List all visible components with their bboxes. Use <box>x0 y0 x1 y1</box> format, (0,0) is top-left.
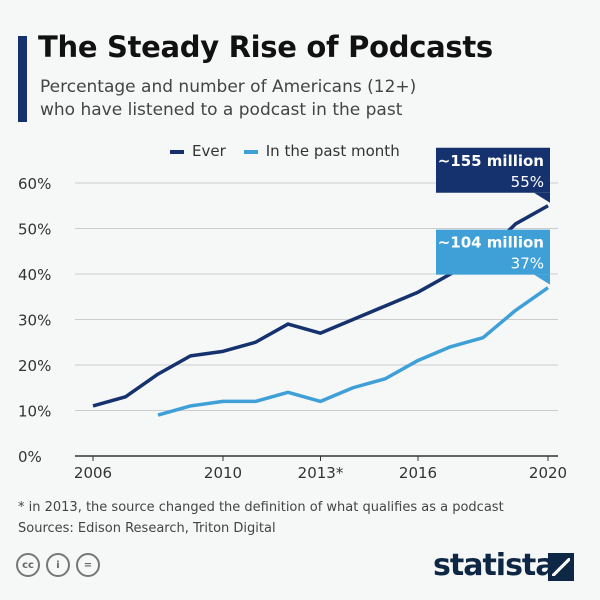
legend-label-ever: Ever <box>192 142 226 160</box>
callout-box <box>436 229 550 275</box>
x-tick-label: 2016 <box>399 464 437 482</box>
legend: Ever In the past month <box>170 142 400 160</box>
chart-title: The Steady Rise of Podcasts <box>38 30 493 64</box>
y-tick-label: 40% <box>18 266 51 284</box>
statista-logo: statista <box>433 548 556 583</box>
callout-count: ~104 million <box>438 234 544 252</box>
legend-swatch-ever <box>170 149 184 154</box>
subtitle-line-1: Percentage and number of Americans (12+) <box>40 77 417 97</box>
cc-icon: cc <box>16 553 40 577</box>
callout-pointer <box>534 192 550 203</box>
statista-logo-icon <box>548 553 574 581</box>
callout-pointer <box>534 274 550 285</box>
chart-subtitle: Percentage and number of Americans (12+)… <box>40 76 416 122</box>
attribution-icon: i <box>46 553 70 577</box>
legend-swatch-past-month <box>243 149 258 154</box>
no-derivatives-icon: = <box>76 553 100 577</box>
y-tick-label: 20% <box>18 357 51 375</box>
y-tick-label: 60% <box>18 175 51 193</box>
x-tick-label: 2006 <box>74 464 112 482</box>
y-tick-label: 0% <box>18 448 42 466</box>
subtitle-line-2: who have listened to a podcast in the pa… <box>40 100 403 120</box>
callout-percent: 55% <box>511 173 544 191</box>
sources-text: Sources: Edison Research, Triton Digital <box>18 521 276 536</box>
y-tick-label: 50% <box>18 221 51 239</box>
title-accent-bar <box>18 36 27 122</box>
legend-item-past-month: In the past month <box>243 142 400 160</box>
x-tick-label: 2010 <box>204 464 242 482</box>
callout-percent: 37% <box>511 255 544 273</box>
y-tick-label: 30% <box>18 312 51 330</box>
y-tick-label: 10% <box>18 403 51 421</box>
footnote-text: * in 2013, the source changed the defini… <box>18 500 504 515</box>
license-icons: cc i = <box>16 553 100 577</box>
legend-item-ever: Ever <box>170 142 226 160</box>
footnote: * in 2013, the source changed the defini… <box>18 497 504 539</box>
legend-label-past-month: In the past month <box>265 142 400 160</box>
x-tick-label: 2020 <box>529 464 567 482</box>
callout-box <box>436 147 550 193</box>
callout-count: ~155 million <box>438 152 544 170</box>
line-chart: 0% 10% 20% 30% 40% 50% 60% 2006 2010 2013* 2016 202… <box>18 147 567 482</box>
x-tick-label: 2013* <box>298 464 344 482</box>
